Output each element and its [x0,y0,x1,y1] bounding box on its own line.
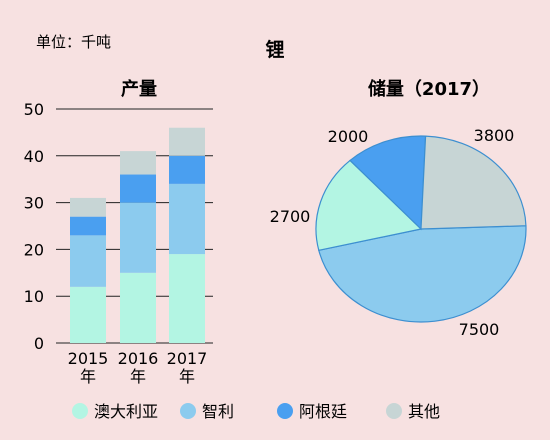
bar-segment [169,254,205,343]
pie-slice-label: 2000 [328,127,369,146]
legend: 澳大利亚 智利 阿根廷 其他 [72,402,440,421]
bar-chart-title: 产量 [121,78,157,100]
y-tick-label: 0 [34,334,44,353]
bar-segment [70,197,106,217]
legend-label: 其他 [408,402,440,421]
x-tick-suffix: 年 [80,367,96,386]
y-tick-label: 20 [24,240,44,259]
bar-segment [70,216,106,236]
pie-slice [349,135,427,231]
legend-label: 阿根廷 [299,402,347,421]
x-tick-suffix: 年 [179,367,195,386]
pie-chart: 7500 2700 2000 3800 [270,126,527,339]
pie-slice-label: 3800 [474,126,515,145]
bar-segment [70,286,106,343]
x-tick-label: 2015 年 [68,349,109,386]
y-tick-label: 50 [24,100,44,119]
bar-segment [169,183,205,255]
x-tick-suffix: 年 [130,367,146,386]
main-title: 锂 [265,38,284,61]
y-tick-label: 30 [24,194,44,213]
x-tick-label: 2017 年 [167,349,208,386]
x-tick-year: 2015 [68,349,109,368]
pie-chart-title: 储量（2017） [367,78,490,100]
pie-slice [420,135,527,230]
bar-segment [120,174,156,203]
legend-swatch [277,403,293,419]
pie-slice [315,159,423,252]
pie-slice-label: 7500 [459,320,500,339]
x-tick-year: 2016 [118,349,159,368]
legend-label: 智利 [202,402,234,421]
x-tick-label: 2016 年 [118,349,159,386]
legend-swatch [72,403,88,419]
bar-segment [120,272,156,343]
bar-segment [169,127,205,156]
unit-label: 单位：千吨 [36,33,111,51]
legend-swatch [386,403,402,419]
bar-segment [120,202,156,273]
legend-label: 澳大利亚 [94,402,158,421]
bar-segment [70,235,106,287]
bar-segment [120,151,156,175]
legend-swatch [180,403,196,419]
bar-segment [169,155,205,184]
pie-slice [318,225,527,323]
pie-slice-label: 2700 [270,207,311,226]
y-tick-label: 40 [24,147,44,166]
y-tick-label: 10 [24,287,44,306]
x-tick-year: 2017 [167,349,208,368]
